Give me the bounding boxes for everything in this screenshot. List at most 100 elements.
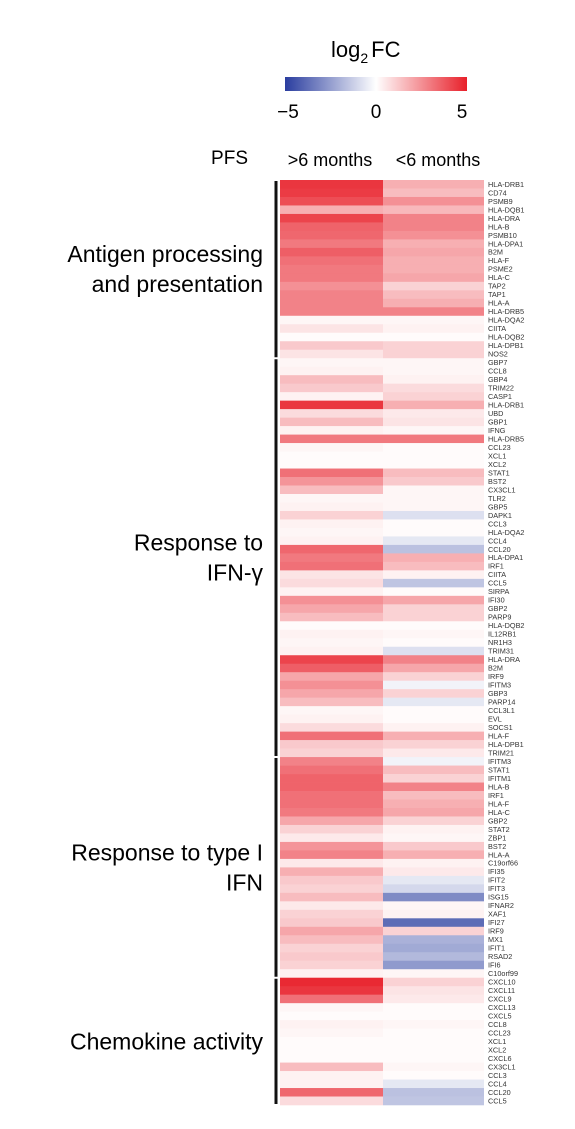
heatmap-cell [280,986,383,995]
heatmap-cell [383,324,484,334]
heatmap-cell [383,655,484,665]
heatmap-cell [280,799,383,809]
heatmap-cell [280,332,383,342]
gene-label: HLA-DPB1 [488,341,524,350]
heatmap-cell [383,264,484,274]
colorbar-tick-min: −5 [277,102,299,123]
gene-label: HLA-DPA1 [488,239,523,248]
group-label: Response to [134,530,263,556]
heatmap-cell [280,935,383,945]
heatmap-cell [383,222,484,232]
heatmap-cell [280,655,383,665]
heatmap-cell [383,723,484,732]
heatmap-cell [280,604,383,614]
heatmap-cell [383,409,484,418]
heatmap-cell [280,757,383,766]
heatmap-cell [383,986,484,995]
gene-label: IFNAR2 [488,901,514,910]
heatmap-cell [280,791,383,800]
heatmap-cell [383,757,484,766]
heatmap-cell [383,587,484,597]
heatmap-cell [383,638,484,648]
gene-label: CX3CL1 [488,1062,516,1071]
gene-label: CCL8 [488,367,507,376]
heatmap-cell [280,587,383,597]
gene-label: STAT1 [488,468,510,477]
heatmap-cell [280,460,383,469]
heatmap-cell [280,426,383,435]
heatmap-cell [383,824,484,834]
gene-label: GBP5 [488,502,507,511]
heatmap-cell [383,527,484,537]
heatmap-cell [280,638,383,648]
heatmap-cell [383,230,484,240]
gene-label: CCL8 [488,1020,507,1029]
heatmap-cell [280,740,383,749]
gene-label: PARP9 [488,613,511,622]
heatmap-cell [383,850,484,860]
gene-label: CCL3 [488,519,507,528]
gene-label: XCL1 [488,1037,506,1046]
heatmap-cell [383,1028,484,1038]
heatmap-cell [383,281,484,291]
heatmap-cell [280,748,383,758]
heatmap-cell [280,901,383,911]
gene-label: ISG15 [488,893,509,902]
heatmap-cell [383,1020,484,1029]
heatmap-cell [383,493,484,503]
gene-label: ZBP1 [488,833,506,842]
heatmap-cell [280,850,383,860]
gene-label: CX3CL1 [488,485,516,494]
gene-label: MX1 [488,935,503,944]
heatmap-cell [383,731,484,741]
heatmap-cell [280,349,383,359]
heatmap-cell [383,595,484,605]
heatmap-cell [280,918,383,928]
gene-label: CCL4 [488,536,507,545]
heatmap-cell [280,239,383,249]
heatmap-cell [280,366,383,376]
heatmap-cell [280,1011,383,1021]
heatmap-cell [383,307,484,317]
heatmap-cell [383,1096,484,1106]
gene-label: CCL23 [488,1028,511,1037]
heatmap-cell [280,485,383,495]
gene-label: HLA-DQB1 [488,205,525,214]
gene-label: HLA-A [488,299,510,308]
heatmap-cell [280,867,383,877]
heatmap-cell [383,341,484,351]
gene-label: UBD [488,409,503,418]
gene-label: PSMB9 [488,197,513,206]
heatmap-cell [280,409,383,418]
gene-label: HLA-B [488,782,510,791]
heatmap-cell [280,926,383,936]
heatmap-cell [383,799,484,809]
heatmap-cell [280,230,383,240]
heatmap-cell [383,952,484,962]
gene-label: C10orf99 [488,969,518,978]
heatmap-cell [280,290,383,300]
heatmap-cell [383,689,484,698]
heatmap-cell [383,502,484,512]
heatmap-cell [280,1096,383,1106]
gene-label: HLA-C [488,808,510,817]
gene-label: HLA-DQB2 [488,333,525,342]
heatmap-cell [280,689,383,698]
heatmap-cell [280,561,383,571]
heatmap-cell [383,875,484,885]
heatmap-cell [383,765,484,775]
gene-label: IRF9 [488,927,504,936]
gene-label: CASP1 [488,392,512,401]
heatmap-cell [280,621,383,631]
heatmap-cell [383,918,484,928]
heatmap-cell [383,392,484,401]
gene-label: TAP2 [488,282,506,291]
group-label: and presentation [92,271,263,297]
heatmap-cell [383,943,484,953]
gene-label: B2M [488,248,503,257]
heatmap-cell [383,841,484,851]
heatmap-cell [280,1045,383,1055]
gene-label: PSME2 [488,265,513,274]
heatmap-cell [280,443,383,452]
